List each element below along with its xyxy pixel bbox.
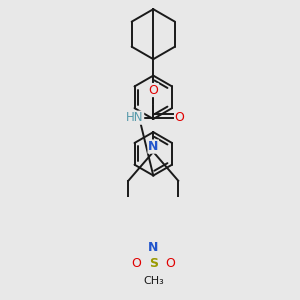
Text: O: O (175, 111, 184, 124)
Text: O: O (148, 84, 158, 97)
Text: N: N (148, 140, 158, 153)
Text: HN: HN (126, 111, 144, 124)
Text: O: O (131, 257, 141, 270)
Text: O: O (165, 257, 175, 270)
Text: CH₃: CH₃ (143, 276, 164, 286)
Text: N: N (148, 241, 158, 254)
Text: S: S (149, 257, 158, 270)
